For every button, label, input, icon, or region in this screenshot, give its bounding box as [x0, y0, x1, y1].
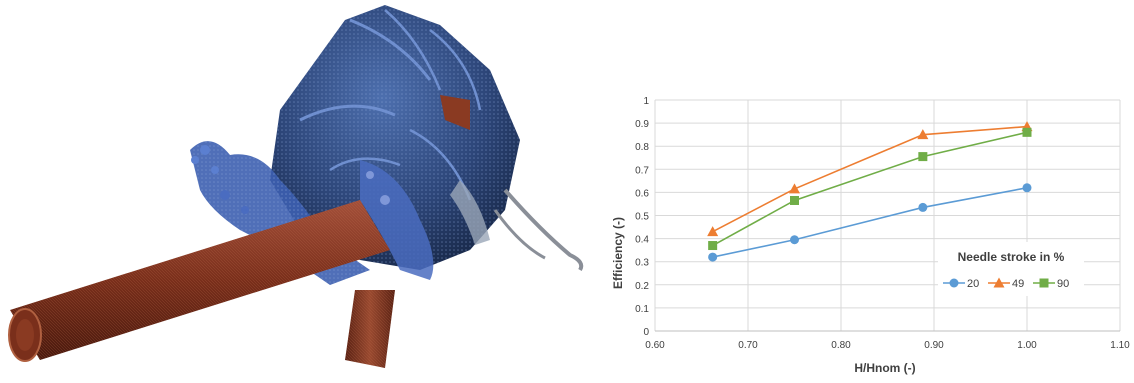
legend-label-49: 49 [1012, 278, 1024, 290]
legend-label-20: 20 [967, 278, 979, 290]
x-tick-label: 0.60 [645, 340, 665, 351]
x-axis-label: H/Hnom (-) [854, 361, 915, 375]
injector-pipe [8, 200, 390, 362]
data-point-90 [708, 241, 718, 251]
y-tick-label: 0.3 [635, 258, 649, 269]
data-point-49 [917, 129, 929, 140]
y-tick-label: 0.5 [635, 212, 649, 223]
legend-title: Needle stroke in % [958, 250, 1065, 264]
legend-box [938, 242, 1084, 296]
y-tick-label: 0.8 [635, 142, 649, 153]
series-line-90 [712, 131, 1028, 247]
x-tick-label: 1.00 [1017, 340, 1037, 351]
x-tick-label: 0.70 [738, 340, 758, 351]
legend-label-90: 90 [1057, 278, 1069, 290]
y-tick-label: 0.4 [635, 235, 649, 246]
pelton-runner-render [8, 5, 584, 368]
data-point-20 [790, 235, 799, 245]
runner-mesh-image [8, 5, 584, 368]
y-axis-label: Efficiency (-) [611, 217, 625, 289]
series [707, 121, 1033, 262]
axes: 0 0.1 0.2 0.3 0.4 0.5 0.6 0.7 0.8 0.9 1 0.60 0.70 0.8… [635, 96, 1130, 351]
y-tick-label: 0.6 [635, 188, 649, 199]
y-tick-label: 0.1 [635, 304, 649, 315]
data-point-90 [790, 195, 799, 205]
nozzle-pipe [345, 290, 395, 368]
y-tick-label: 1 [643, 96, 649, 107]
x-tick-label: 0.90 [924, 340, 944, 351]
data-point-49 [789, 183, 800, 194]
data-point-20 [1022, 183, 1032, 193]
series-line-20 [712, 186, 1028, 258]
legend-marker-20 [949, 278, 959, 288]
y-tick-label: 0.7 [635, 165, 649, 176]
chart-canvas: 0 0.1 0.2 0.3 0.4 0.5 0.6 0.7 0.8 0.9 1 0.60 0.70 0.8… [611, 96, 1130, 375]
legend: Needle stroke in % 20 49 90 [938, 242, 1084, 296]
y-tick-label: 0 [643, 327, 649, 338]
legend-marker-49 [993, 277, 1005, 288]
legend-marker-90 [1039, 278, 1049, 288]
data-point-49 [707, 226, 719, 237]
data-point-20 [708, 252, 718, 262]
data-point-90 [1022, 127, 1032, 137]
efficiency-chart: 0 0.1 0.2 0.3 0.4 0.5 0.6 0.7 0.8 0.9 1 0.60 0.70 0.8… [600, 78, 1134, 378]
x-tick-label: 0.80 [831, 340, 851, 351]
y-tick-label: 0.9 [635, 119, 649, 130]
data-point-20 [918, 202, 928, 212]
series-line-49 [712, 125, 1028, 233]
data-point-90 [918, 152, 928, 162]
x-tick-label: 1.10 [1110, 340, 1130, 351]
y-tick-label: 0.2 [635, 281, 649, 292]
